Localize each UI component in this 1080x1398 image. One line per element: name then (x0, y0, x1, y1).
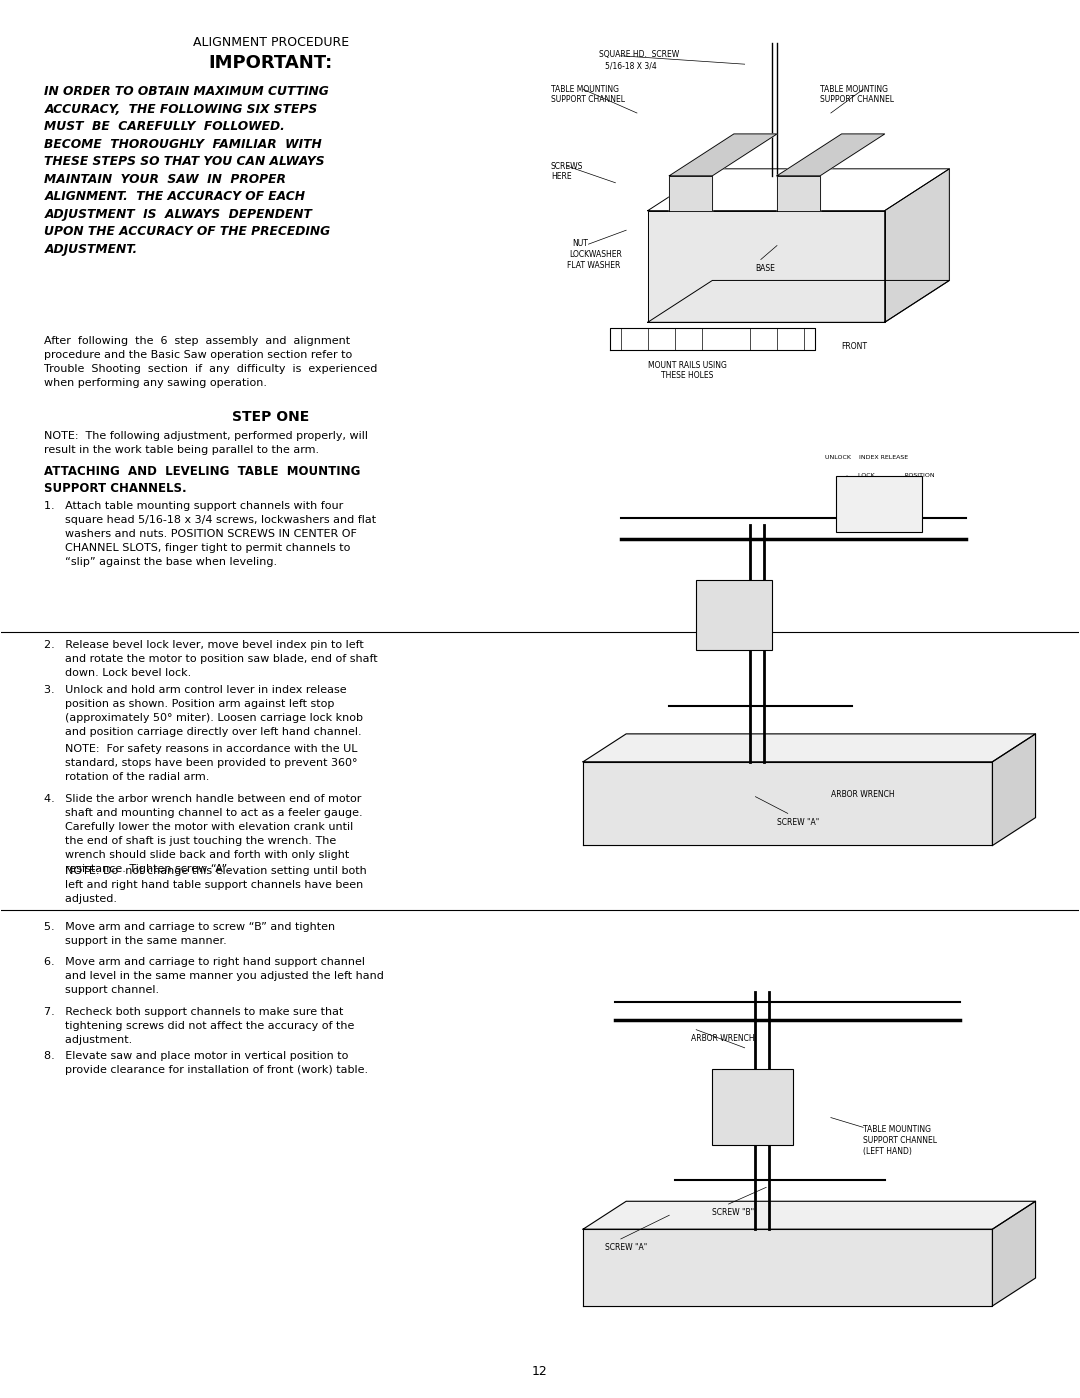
Text: SCREW "A": SCREW "A" (605, 1243, 647, 1253)
Polygon shape (885, 169, 949, 323)
Bar (713, 1068, 793, 1145)
Text: THESE HOLES: THESE HOLES (661, 370, 713, 380)
Text: TABLE MOUNTING: TABLE MOUNTING (863, 1124, 931, 1134)
Polygon shape (670, 176, 713, 211)
Text: 2.   Release bevel lock lever, move bevel index pin to left
      and rotate the: 2. Release bevel lock lever, move bevel … (44, 640, 378, 678)
Text: SUPPORT CHANNEL: SUPPORT CHANNEL (863, 1135, 937, 1145)
Polygon shape (648, 169, 949, 211)
Polygon shape (993, 1201, 1036, 1306)
Text: 6.   Move arm and carriage to right hand support channel
      and level in the : 6. Move arm and carriage to right hand s… (44, 958, 384, 995)
Polygon shape (648, 211, 885, 323)
Text: ARBOR WRENCH: ARBOR WRENCH (691, 1035, 755, 1043)
Text: NOTE: Do  not change this elevation setting until both
      left and right hand: NOTE: Do not change this elevation setti… (44, 867, 367, 905)
Polygon shape (583, 1201, 1036, 1229)
Polygon shape (583, 1229, 993, 1306)
Text: SUPPORT CHANNEL: SUPPORT CHANNEL (551, 95, 624, 103)
Text: ALIGNMENT PROCEDURE: ALIGNMENT PROCEDURE (192, 36, 349, 49)
Text: TABLE MOUNTING: TABLE MOUNTING (551, 85, 619, 94)
Text: SUPPORT CHANNEL: SUPPORT CHANNEL (820, 95, 894, 103)
Text: LOCKWASHER: LOCKWASHER (569, 250, 622, 259)
Text: NOTE:  The following adjustment, performed properly, will
result in the work tab: NOTE: The following adjustment, performe… (44, 431, 368, 456)
Bar (836, 475, 922, 531)
Text: 4.   Slide the arbor wrench handle between end of motor
      shaft and mounting: 4. Slide the arbor wrench handle between… (44, 794, 363, 874)
Polygon shape (993, 734, 1036, 846)
Text: UNLOCK    INDEX RELEASE: UNLOCK INDEX RELEASE (825, 454, 908, 460)
Text: SCREW "A": SCREW "A" (777, 818, 820, 826)
Text: After  following  the  6  step  assembly  and  alignment
procedure and the Basic: After following the 6 step assembly and … (44, 337, 378, 389)
Text: FRONT: FRONT (841, 343, 867, 351)
Text: SCREW "B": SCREW "B" (713, 1208, 755, 1218)
Text: IN ORDER TO OBTAIN MAXIMUM CUTTING
ACCURACY,  THE FOLLOWING SIX STEPS
MUST  BE  : IN ORDER TO OBTAIN MAXIMUM CUTTING ACCUR… (44, 85, 330, 256)
Text: ARBOR WRENCH: ARBOR WRENCH (831, 790, 894, 798)
Text: NUT: NUT (572, 239, 589, 247)
Text: NOTE:  For safety reasons in accordance with the UL
      standard, stops have b: NOTE: For safety reasons in accordance w… (44, 744, 357, 781)
Text: 8.   Elevate saw and place motor in vertical position to
      provide clearance: 8. Elevate saw and place motor in vertic… (44, 1050, 368, 1075)
Text: IMPORTANT:: IMPORTANT: (208, 55, 333, 73)
Text: HERE: HERE (551, 172, 571, 180)
Text: LOCK               POSITION: LOCK POSITION (858, 473, 934, 478)
Text: TABLE MOUNTING: TABLE MOUNTING (820, 85, 888, 94)
Text: MOUNT RAILS USING: MOUNT RAILS USING (648, 361, 727, 370)
Polygon shape (777, 134, 885, 176)
Text: FLAT WASHER: FLAT WASHER (567, 261, 620, 270)
Text: 7.   Recheck both support channels to make sure that
      tightening screws did: 7. Recheck both support channels to make… (44, 1008, 355, 1046)
Text: ATTACHING  AND  LEVELING  TABLE  MOUNTING
SUPPORT CHANNELS.: ATTACHING AND LEVELING TABLE MOUNTING SU… (44, 464, 361, 495)
Bar (697, 580, 771, 650)
Polygon shape (583, 734, 1036, 762)
Text: 3.   Unlock and hold arm control lever in index release
      position as shown.: 3. Unlock and hold arm control lever in … (44, 685, 364, 737)
Text: 1.   Attach table mounting support channels with four
      square head 5/16‑18 : 1. Attach table mounting support channel… (44, 500, 377, 566)
Text: BASE: BASE (755, 264, 775, 273)
Text: SCREWS: SCREWS (551, 162, 583, 171)
Polygon shape (670, 134, 777, 176)
Polygon shape (583, 762, 993, 846)
Text: SQUARE HD.  SCREW: SQUARE HD. SCREW (599, 50, 679, 59)
Text: (LEFT HAND): (LEFT HAND) (863, 1146, 912, 1156)
Polygon shape (777, 176, 820, 211)
Text: STEP ONE: STEP ONE (232, 410, 309, 424)
Text: 12: 12 (532, 1366, 548, 1378)
Polygon shape (648, 281, 949, 323)
Text: 5/16-18 X 3/4: 5/16-18 X 3/4 (605, 62, 657, 70)
Text: 5.   Move arm and carriage to screw “B” and tighten
      support in the same ma: 5. Move arm and carriage to screw “B” an… (44, 923, 336, 946)
